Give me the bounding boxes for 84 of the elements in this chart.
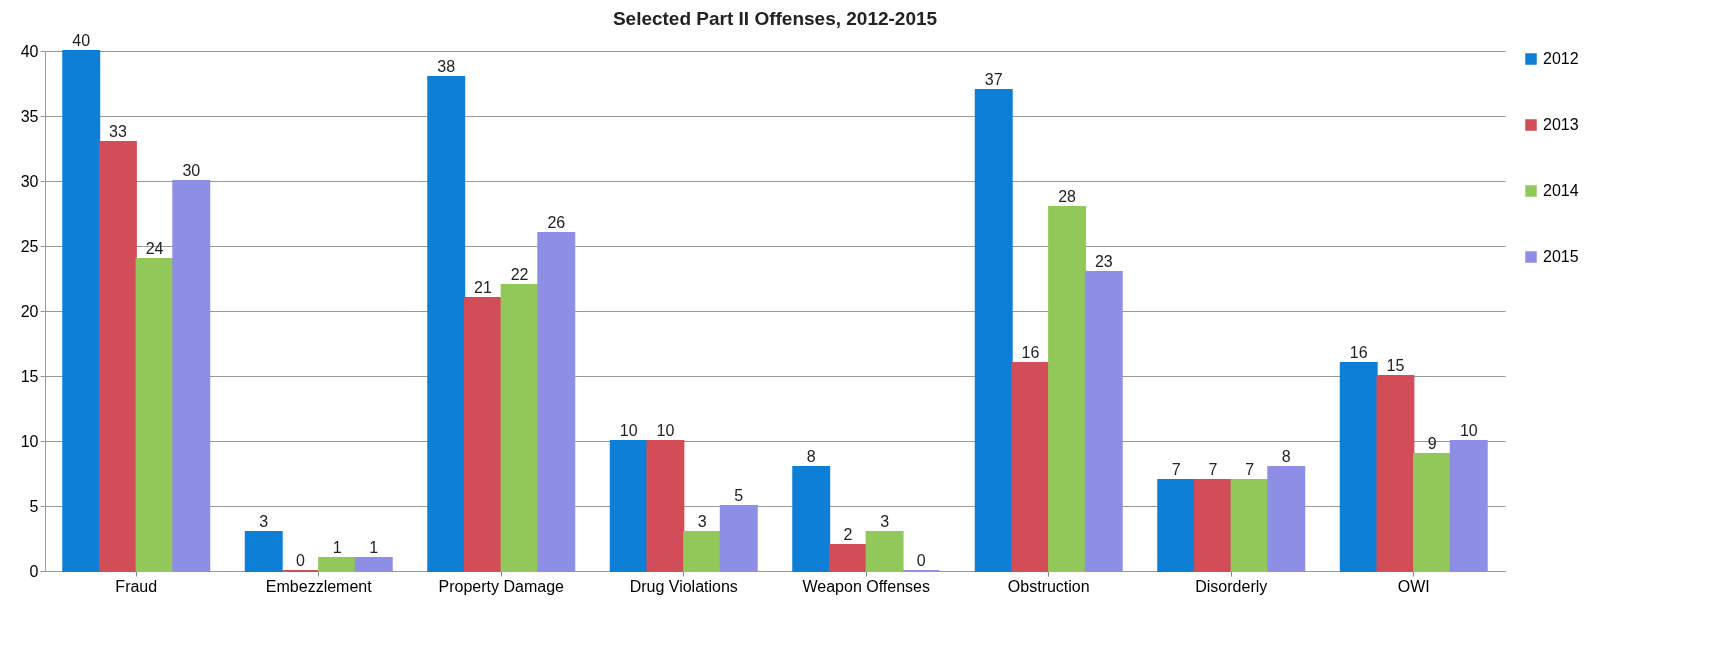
data-label: 7 [1245, 461, 1255, 478]
bar [1230, 479, 1269, 572]
bar [1339, 362, 1378, 572]
bar [500, 284, 539, 572]
data-label: 7 [1208, 461, 1218, 478]
data-label: 16 [1349, 344, 1368, 361]
data-label: 5 [734, 487, 744, 504]
data-label: 37 [984, 71, 1003, 88]
x-tick-label: Obstruction [1007, 577, 1090, 595]
data-label: 8 [806, 448, 816, 465]
x-tick-label: Drug Violations [629, 577, 738, 595]
data-label: 10 [656, 422, 675, 439]
data-label: 10 [1459, 422, 1478, 439]
data-label: 40 [72, 32, 91, 49]
legend-label: 2013 [1543, 116, 1579, 133]
bar [62, 50, 101, 572]
bar [537, 232, 576, 572]
bar [318, 557, 357, 572]
bar [865, 531, 904, 572]
bar [1048, 206, 1087, 572]
data-label: 0 [295, 552, 305, 569]
x-tick-label: OWI [1397, 577, 1430, 595]
data-label: 15 [1386, 357, 1405, 374]
data-label: 9 [1427, 435, 1437, 452]
y-tick-label: 5 [29, 497, 39, 515]
y-tick-label: 10 [20, 432, 39, 450]
data-label: 1 [332, 539, 342, 556]
legend-label: 2015 [1543, 248, 1579, 265]
bar [1084, 271, 1123, 572]
bar [354, 557, 393, 572]
data-label: 26 [547, 214, 566, 231]
data-label: 3 [697, 513, 707, 530]
y-tick-label: 30 [20, 172, 39, 190]
bar [98, 141, 137, 572]
data-label: 33 [109, 123, 127, 140]
x-tick-label: Property Damage [438, 577, 565, 595]
bar [172, 180, 211, 572]
bar [1376, 375, 1415, 572]
data-label: 24 [145, 240, 164, 257]
bar [427, 76, 466, 572]
bar [1413, 453, 1452, 572]
data-label: 22 [510, 266, 529, 283]
data-label: 38 [437, 58, 456, 75]
data-label: 23 [1094, 253, 1113, 270]
y-tick-label: 0 [29, 562, 39, 580]
y-tick-label: 15 [20, 367, 39, 385]
data-label: 3 [259, 513, 269, 530]
data-label: 21 [474, 279, 492, 296]
x-tick-label: Weapon Offenses [802, 577, 930, 595]
chart-title: Selected Part II Offenses, 2012-2015 [612, 8, 938, 29]
y-tick-label: 20 [20, 302, 39, 320]
bar [244, 531, 283, 572]
data-label: 1 [369, 539, 379, 556]
data-label: 0 [916, 552, 926, 569]
bar [609, 440, 648, 572]
bar [683, 531, 722, 572]
data-label: 2 [843, 526, 853, 543]
legend-label: 2014 [1543, 182, 1579, 199]
bar [974, 89, 1013, 572]
data-label: 8 [1281, 448, 1291, 465]
data-label: 16 [1021, 344, 1040, 361]
data-label: 30 [182, 162, 201, 179]
data-label: 28 [1058, 188, 1077, 205]
data-label: 10 [619, 422, 638, 439]
bar [792, 466, 831, 572]
bar [463, 297, 502, 572]
x-tick-label: Embezzlement [265, 577, 373, 595]
data-label: 3 [880, 513, 890, 530]
bar [135, 258, 174, 572]
bar [828, 544, 867, 572]
x-tick-label: Disorderly [1195, 577, 1268, 595]
bar [1449, 440, 1488, 572]
bar [1011, 362, 1050, 572]
bar [719, 505, 758, 572]
y-tick-label: 35 [20, 107, 39, 125]
bar [646, 440, 685, 572]
legend-label: 2012 [1543, 50, 1579, 67]
data-label: 7 [1171, 461, 1181, 478]
y-tick-label: 25 [20, 237, 39, 255]
bar [1157, 479, 1196, 572]
bar [1193, 479, 1232, 572]
bar [1267, 466, 1306, 572]
x-tick-label: Fraud [115, 577, 158, 595]
y-tick-label: 40 [20, 42, 39, 60]
